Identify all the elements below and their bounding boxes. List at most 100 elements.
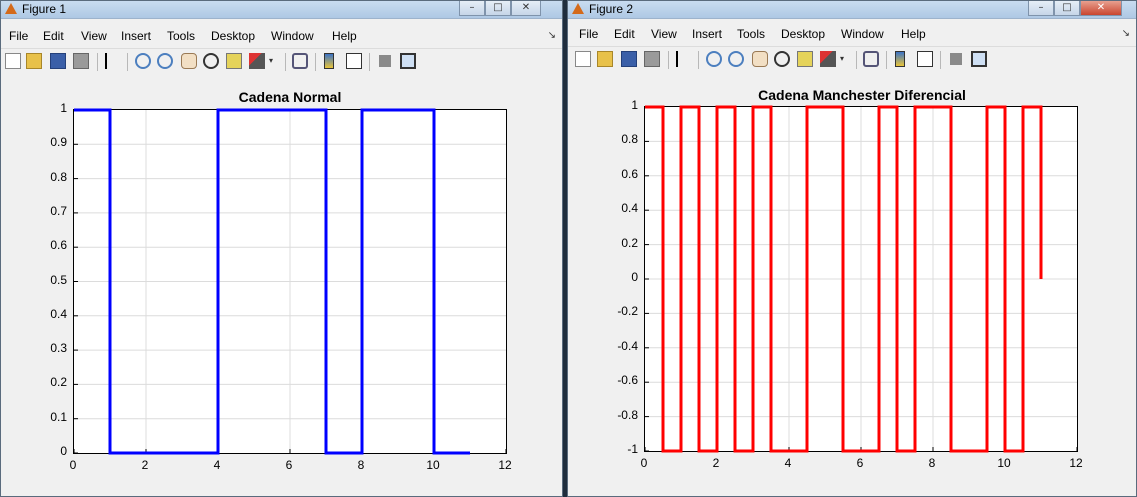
brush-dropdown-icon[interactable]: ▾ bbox=[840, 54, 845, 63]
x-tick-label: 6 bbox=[285, 458, 293, 472]
y-tick-label: 0.8 bbox=[50, 169, 67, 184]
chart-title: Cadena Manchester Diferencial bbox=[758, 87, 966, 103]
hide-plot-tools-icon[interactable] bbox=[950, 53, 962, 65]
y-tick-label: 0.8 bbox=[621, 132, 638, 147]
legend-icon[interactable] bbox=[346, 53, 362, 69]
menu-view[interactable]: View bbox=[651, 27, 677, 41]
pan-icon[interactable] bbox=[752, 51, 768, 67]
dock-icon[interactable]: ↘ bbox=[547, 30, 556, 41]
print-icon[interactable] bbox=[644, 51, 660, 67]
link-plot-icon[interactable] bbox=[292, 53, 308, 69]
y-tick-label: 0 bbox=[631, 270, 638, 284]
menu-view[interactable]: View bbox=[81, 29, 107, 43]
y-tick-label: -0.8 bbox=[617, 407, 638, 422]
rotate-3d-icon[interactable] bbox=[203, 53, 219, 69]
hide-plot-tools-icon[interactable] bbox=[379, 55, 391, 67]
y-tick-label: 0.5 bbox=[50, 272, 67, 287]
x-tick-label: 6 bbox=[856, 456, 864, 470]
y-tick-label: -0.2 bbox=[617, 304, 638, 319]
edit-plot-icon[interactable] bbox=[676, 51, 692, 67]
toolbar-separator bbox=[668, 51, 669, 69]
window-title: Figure 1 bbox=[22, 2, 67, 16]
print-icon[interactable] bbox=[73, 53, 89, 69]
y-tick-label: 0.2 bbox=[50, 375, 67, 390]
menu-edit[interactable]: Edit bbox=[43, 29, 64, 43]
y-tick-label: 1 bbox=[631, 98, 638, 112]
x-tick-label: 12 bbox=[1069, 456, 1083, 470]
save-icon[interactable] bbox=[50, 53, 66, 69]
zoom-in-icon[interactable] bbox=[135, 53, 151, 69]
maximize-button[interactable]: □ bbox=[1054, 1, 1080, 16]
minimize-button[interactable]: – bbox=[459, 1, 485, 16]
legend-icon[interactable] bbox=[917, 51, 933, 67]
menu-edit[interactable]: Edit bbox=[614, 27, 635, 41]
title-bar[interactable]: Figure 2 – □ ✕ bbox=[568, 1, 1136, 19]
toolbar-separator bbox=[698, 51, 699, 69]
menu-tools[interactable]: Tools bbox=[167, 29, 196, 43]
y-tick-label: 0.1 bbox=[50, 409, 67, 424]
dock-icon[interactable]: ↘ bbox=[1121, 28, 1130, 39]
show-plot-tools-icon[interactable] bbox=[400, 53, 416, 69]
menu-bar: File Edit View Insert Tools Desktop Wind… bbox=[1, 26, 562, 46]
brush-icon[interactable] bbox=[249, 53, 265, 69]
figure-2-window: Figure 2 – □ ✕ File Edit View Insert Too… bbox=[567, 0, 1137, 497]
toolbar-separator bbox=[369, 53, 370, 71]
menu-bar: File Edit View Insert Tools Desktop Wind… bbox=[568, 24, 1136, 44]
x-tick-label: 10 bbox=[426, 458, 440, 472]
toolbar-separator bbox=[127, 53, 128, 71]
close-button[interactable]: ✕ bbox=[1080, 1, 1122, 16]
menu-file[interactable]: File bbox=[579, 27, 599, 41]
title-bar[interactable]: Figure 1 – □ ✕ bbox=[1, 1, 562, 19]
zoom-out-icon[interactable] bbox=[157, 53, 173, 69]
x-tick-label: 4 bbox=[784, 456, 792, 470]
toolbar: ▾ bbox=[568, 46, 1136, 73]
menu-tools[interactable]: Tools bbox=[737, 27, 766, 41]
x-tick-label: 12 bbox=[498, 458, 512, 472]
toolbar-separator bbox=[315, 53, 316, 71]
close-button[interactable]: ✕ bbox=[511, 1, 541, 16]
menu-help[interactable]: Help bbox=[332, 29, 357, 43]
data-cursor-icon[interactable] bbox=[797, 51, 813, 67]
plot-axes[interactable] bbox=[644, 105, 1078, 453]
x-tick-label: 0 bbox=[69, 458, 77, 472]
edit-plot-icon[interactable] bbox=[105, 53, 121, 69]
brush-icon[interactable] bbox=[820, 51, 836, 67]
x-tick-label: 2 bbox=[141, 458, 149, 472]
series-line bbox=[74, 108, 470, 455]
minimize-button[interactable]: – bbox=[1028, 1, 1054, 16]
menu-insert[interactable]: Insert bbox=[692, 27, 723, 41]
open-file-icon[interactable] bbox=[597, 51, 613, 67]
toolbar-separator bbox=[940, 51, 941, 69]
colorbar-icon[interactable] bbox=[895, 51, 905, 67]
x-tick-label: 10 bbox=[997, 456, 1011, 470]
y-tick-label: 0.9 bbox=[50, 135, 67, 150]
zoom-out-icon[interactable] bbox=[728, 51, 744, 67]
menu-help[interactable]: Help bbox=[901, 27, 926, 41]
desktop-gap bbox=[563, 0, 567, 497]
menu-window[interactable]: Window bbox=[271, 29, 314, 43]
data-cursor-icon[interactable] bbox=[226, 53, 242, 69]
toolbar: ▾ bbox=[1, 48, 562, 75]
open-file-icon[interactable] bbox=[26, 53, 42, 69]
x-tick-label: 2 bbox=[712, 456, 720, 470]
menu-window[interactable]: Window bbox=[841, 27, 884, 41]
pan-icon[interactable] bbox=[181, 53, 197, 69]
colorbar-icon[interactable] bbox=[324, 53, 334, 69]
window-title: Figure 2 bbox=[589, 2, 634, 16]
brush-dropdown-icon[interactable]: ▾ bbox=[269, 56, 274, 65]
x-tick-label: 0 bbox=[640, 456, 648, 470]
zoom-in-icon[interactable] bbox=[706, 51, 722, 67]
show-plot-tools-icon[interactable] bbox=[971, 51, 987, 67]
menu-desktop[interactable]: Desktop bbox=[781, 27, 826, 41]
menu-desktop[interactable]: Desktop bbox=[211, 29, 256, 43]
rotate-3d-icon[interactable] bbox=[774, 51, 790, 67]
maximize-button[interactable]: □ bbox=[485, 1, 511, 16]
menu-insert[interactable]: Insert bbox=[121, 29, 152, 43]
new-figure-icon[interactable] bbox=[5, 53, 21, 69]
new-figure-icon[interactable] bbox=[575, 51, 591, 67]
menu-file[interactable]: File bbox=[9, 29, 29, 43]
plot-axes[interactable] bbox=[73, 108, 507, 455]
save-icon[interactable] bbox=[621, 51, 637, 67]
link-plot-icon[interactable] bbox=[863, 51, 879, 67]
x-tick-label: 4 bbox=[213, 458, 221, 472]
